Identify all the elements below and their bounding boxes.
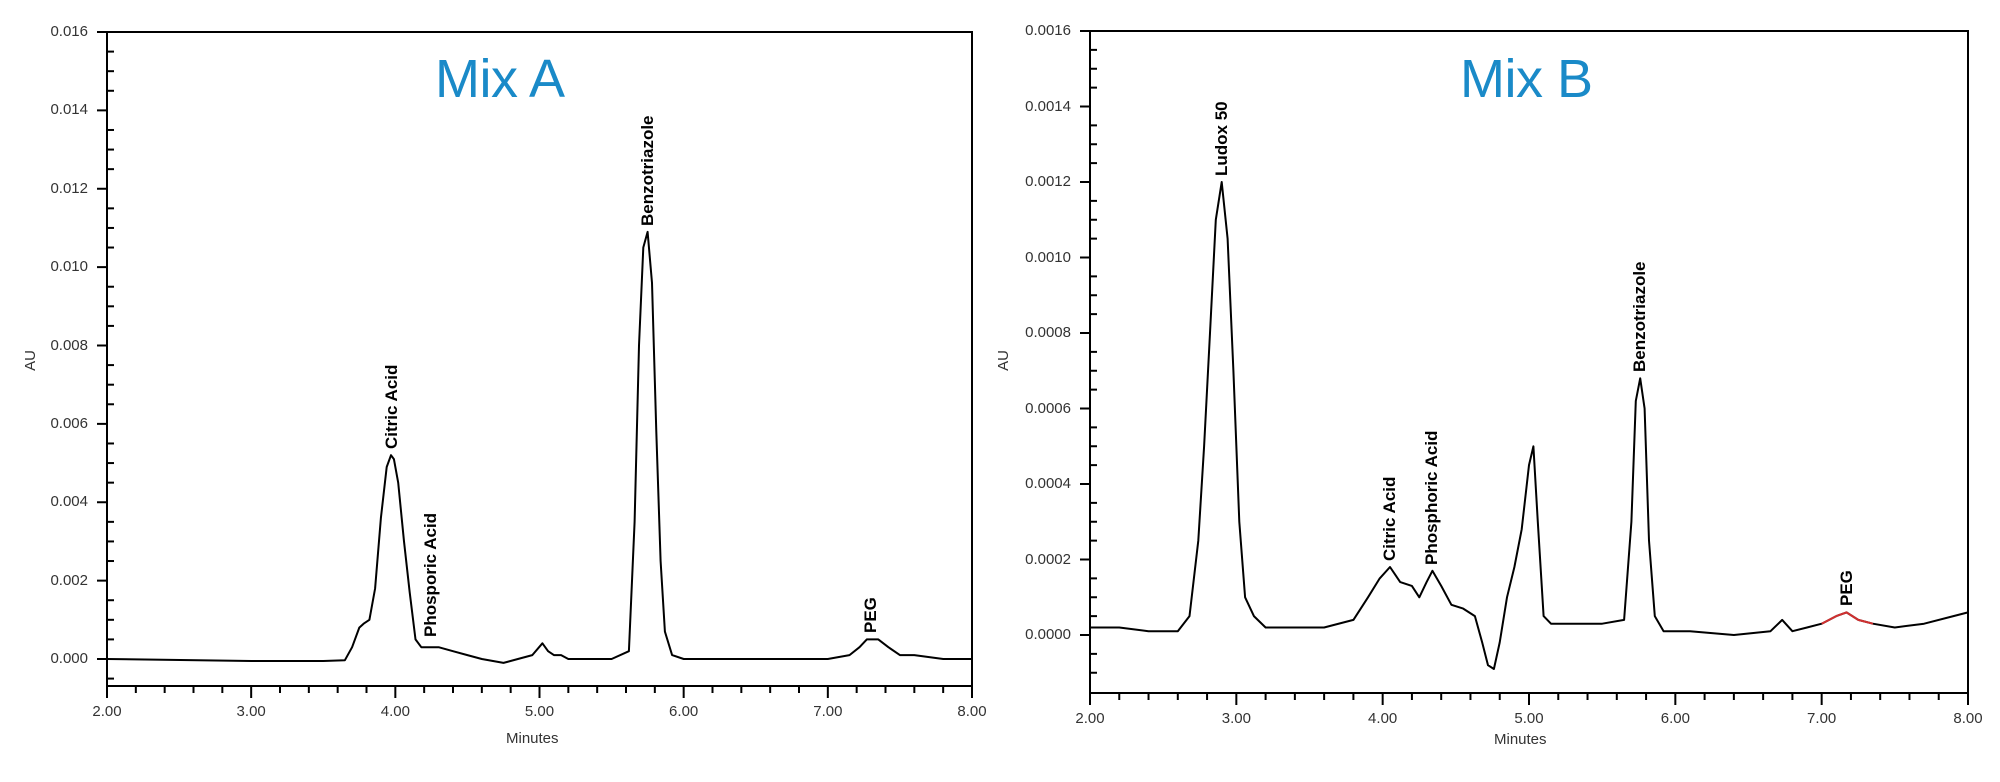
y-tick-label: 0.008: [50, 336, 88, 354]
x-tick-label: 5.00: [524, 703, 555, 720]
x-tick-label: 5.00: [1514, 710, 1544, 727]
x-tick-label: 7.00: [813, 703, 843, 720]
y-tick-label: 0.0000: [1025, 626, 1071, 643]
chart-title-mix-b: Mix B: [1460, 49, 1593, 109]
y-tick-label: 0.004: [50, 493, 88, 511]
y-tick-label: 0.002: [50, 571, 88, 589]
x-axis-label-mix-a: Minutes: [506, 730, 559, 747]
y-tick-label: 0.000: [50, 650, 88, 667]
y-tick-label: 0.012: [50, 179, 88, 197]
x-tick-label: 6.00: [1660, 710, 1690, 727]
x-tick-label: 8.00: [957, 703, 987, 720]
peak-label: Citric Acid: [1379, 476, 1399, 562]
peak-label: PEG: [1836, 570, 1856, 607]
y-tick-label: 0.0004: [1025, 475, 1071, 492]
chromatogram-trace: [1090, 181, 1969, 670]
x-tick-label: 2.00: [1075, 710, 1105, 727]
y-tick-label: 0.0008: [1025, 324, 1071, 341]
x-tick-label: 3.00: [236, 703, 266, 720]
y-tick-label: 0.0002: [1025, 550, 1071, 568]
chart-title-mix-a: Mix A: [435, 49, 565, 109]
x-tick-label: 4.00: [1368, 710, 1398, 727]
y-tick-label: 0.010: [50, 258, 88, 276]
y-tick-label: 0.0014: [1025, 97, 1071, 115]
y-tick-label: 0.006: [50, 414, 88, 432]
y-axis-label-mix-b: AU: [994, 350, 1012, 371]
y-tick-label: 0.0006: [1025, 399, 1071, 417]
x-tick-label: 3.00: [1221, 710, 1251, 727]
peak-label: Ludox 50: [1211, 101, 1231, 176]
y-tick-label: 0.014: [50, 101, 88, 119]
peg-highlight-trace: [1821, 611, 1874, 625]
x-axis-label-mix-b: Minutes: [1494, 731, 1547, 748]
x-tick-label: 6.00: [669, 703, 699, 720]
x-tick-label: 2.00: [92, 703, 122, 720]
x-tick-label: 4.00: [380, 703, 410, 720]
x-tick-label: 8.00: [1953, 710, 1983, 727]
y-tick-label: 0.0016: [1025, 22, 1071, 39]
y-tick-label: 0.0012: [1025, 173, 1071, 190]
chart-mix-a-plot: [97, 31, 973, 698]
x-tick-label: 7.00: [1807, 710, 1837, 727]
peak-label: Benzotriazole: [1630, 261, 1650, 373]
y-tick-label: 0.0010: [1025, 248, 1071, 266]
y-tick-label: 0.016: [50, 23, 88, 40]
chromatogram-trace: [106, 230, 972, 664]
chart-mix-a: Mix A AU Minutes 0.000 0.002 0.004 0.006 0.0…: [22, 23, 987, 747]
peak-label: Phosphoric Acid: [1422, 430, 1442, 565]
